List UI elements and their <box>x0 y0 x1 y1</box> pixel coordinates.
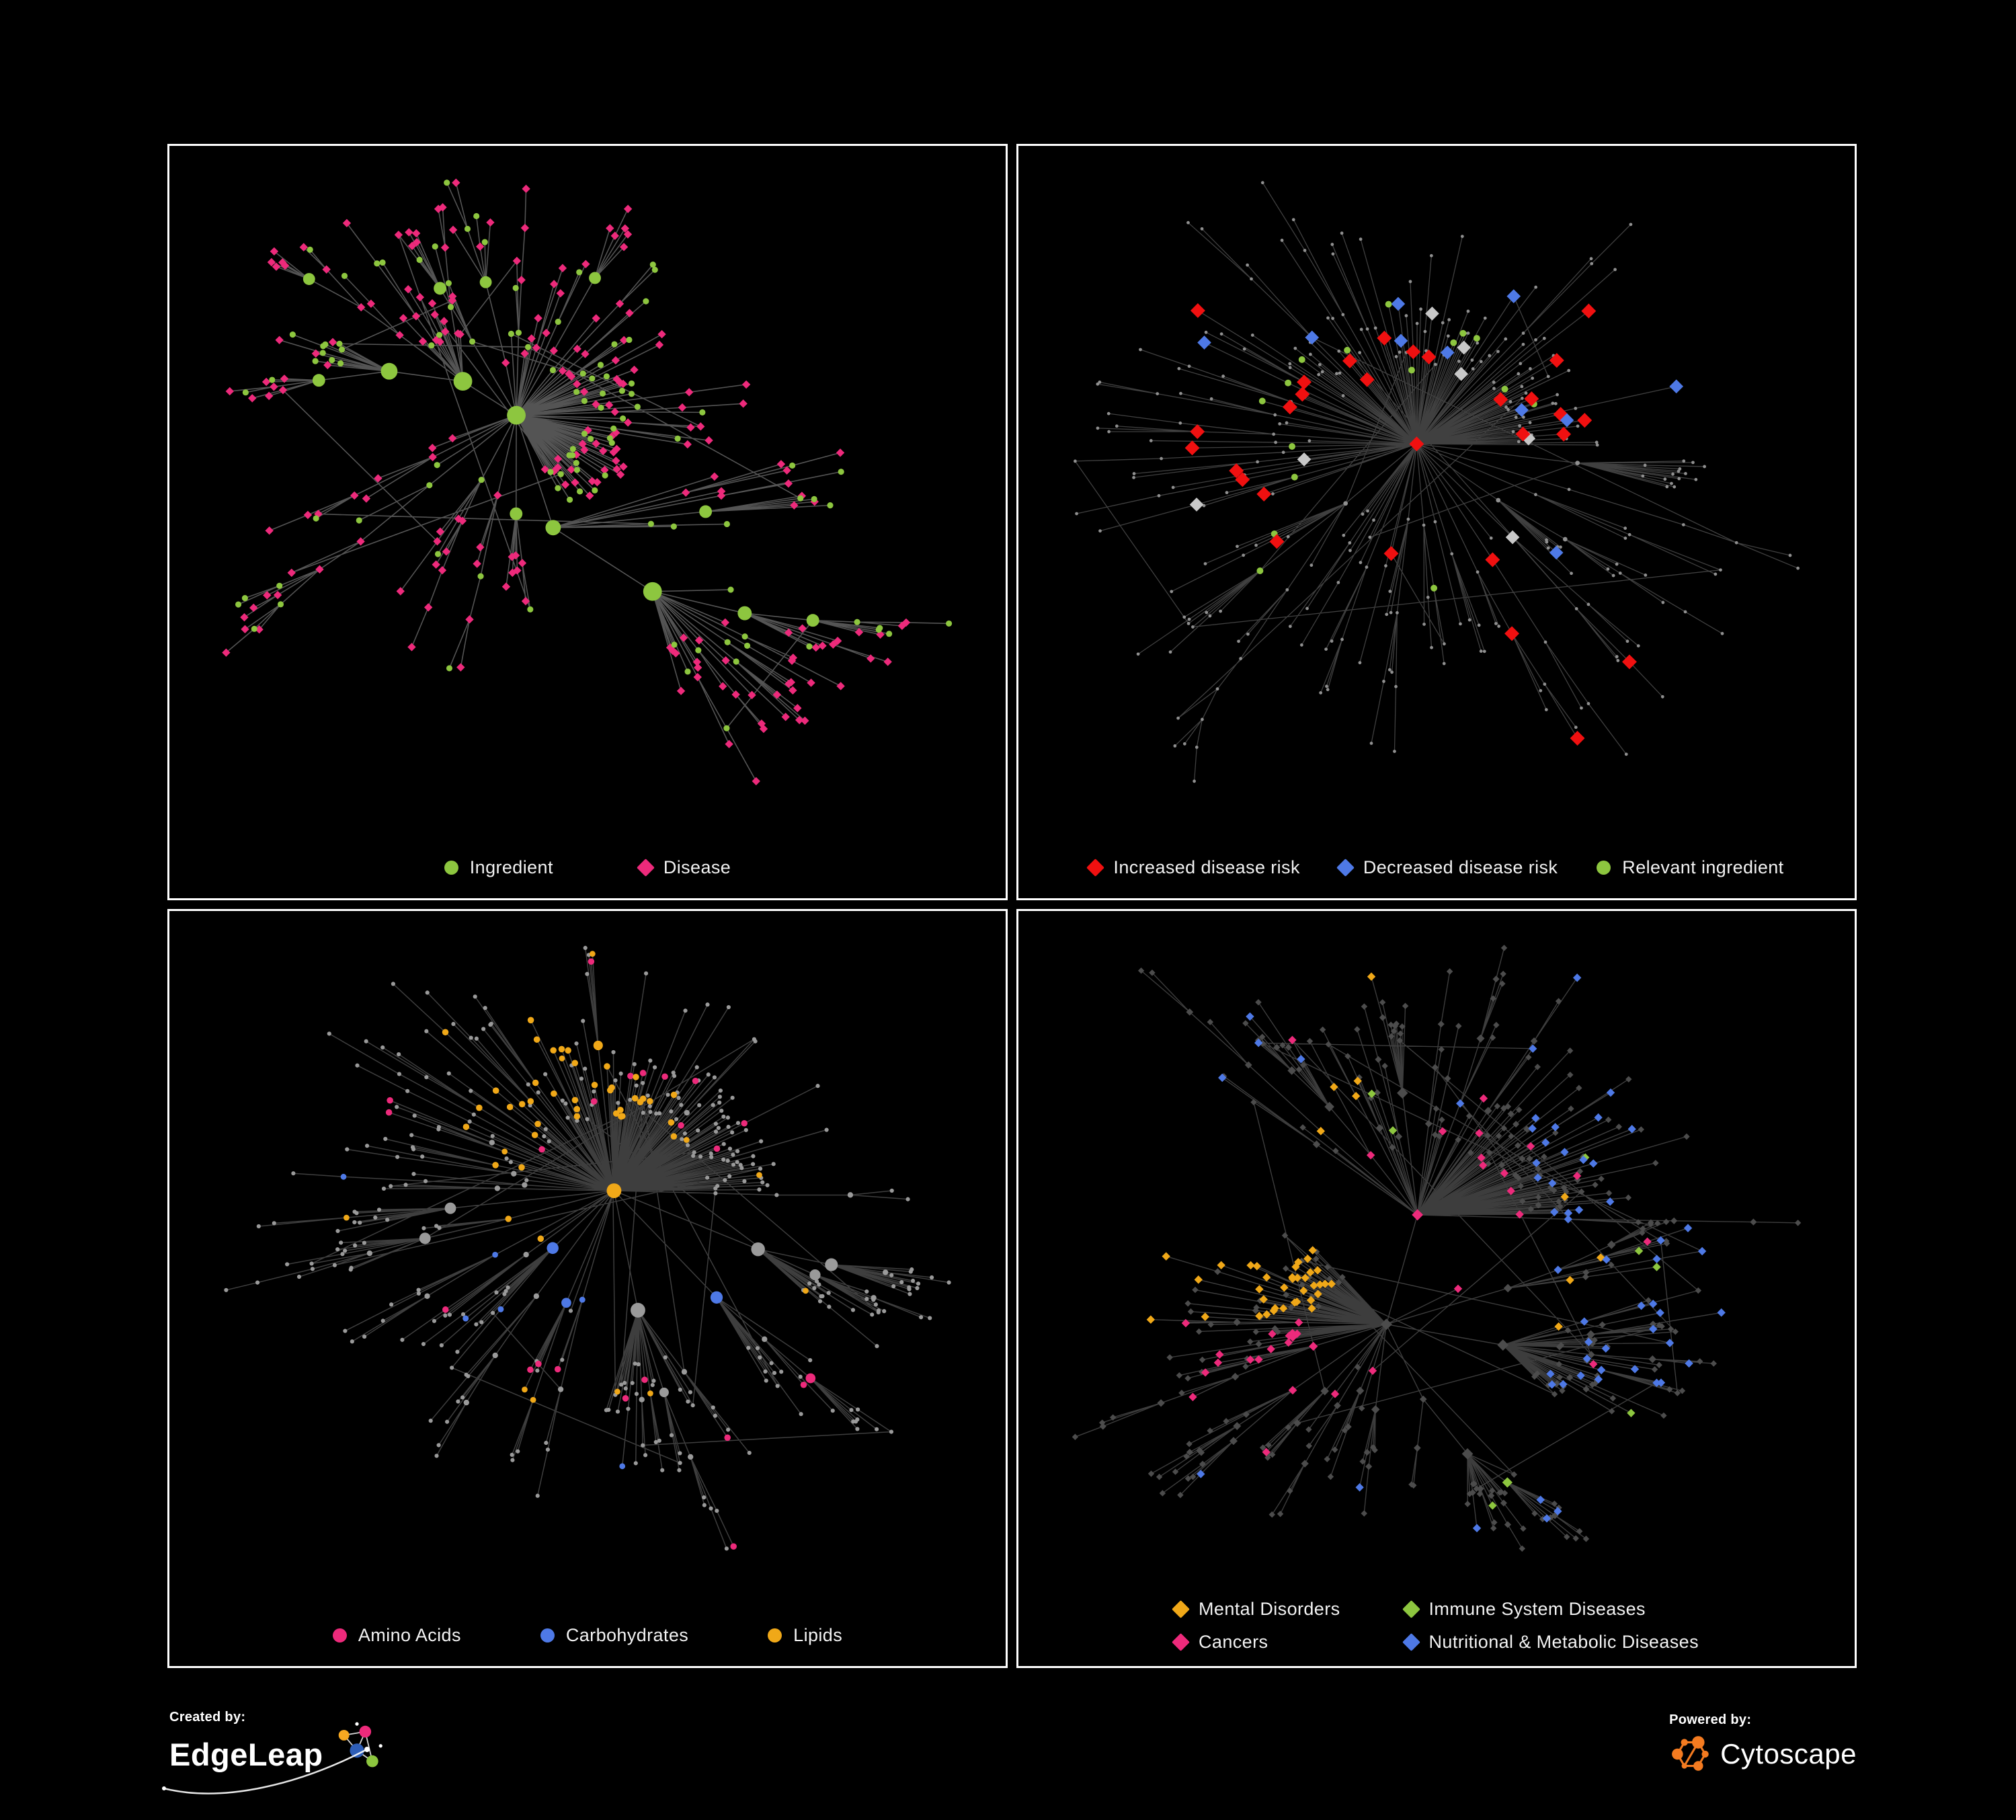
legend-item-increased-risk: Increased disease risk <box>1086 857 1300 878</box>
panel-nutrient-classes: Amino Acids Carbohydrates Lipids <box>167 909 1008 1668</box>
legend-label: Cancers <box>1199 1632 1268 1652</box>
legend-disease-risk: Increased disease risk Decreased disease… <box>1018 857 1855 878</box>
legend-item-carbohydrates: Carbohydrates <box>540 1625 688 1646</box>
legend-label: Increased disease risk <box>1113 857 1300 877</box>
edgeleap-logo: EdgeLeap <box>162 1722 387 1794</box>
panel-ingredient-disease: Ingredient Disease <box>167 144 1008 900</box>
legend-label: Immune System Diseases <box>1428 1599 1646 1619</box>
legend-label: Mental Disorders <box>1199 1599 1340 1619</box>
cytoscape-network-icon <box>1672 1736 1709 1771</box>
legend-item-mental-disorders: Mental Disorders <box>1172 1599 1340 1620</box>
edgeleap-credit: Created by: EdgeLeap <box>162 1710 387 1794</box>
legend-label: Carbohydrates <box>565 1625 689 1645</box>
edgeleap-network-icon <box>338 1722 382 1768</box>
footer: Created by: EdgeLeap <box>0 1668 2016 1820</box>
cytoscape-logo: Cytoscape <box>1669 1732 1857 1776</box>
legend-label: Nutritional & Metabolic Diseases <box>1428 1632 1699 1652</box>
legend-item-decreased-risk: Decreased disease risk <box>1336 857 1558 878</box>
legend-item-immune-diseases: Immune System Diseases <box>1402 1599 1646 1620</box>
disease-diamond-icon <box>636 859 655 877</box>
network-graph-disease-classes <box>1072 945 1802 1552</box>
created-by-label: Created by: <box>169 1710 246 1725</box>
panel-disease-risk: Increased disease risk Decreased disease… <box>1016 144 1857 900</box>
network-graph-ingredient-disease <box>222 178 953 786</box>
increased-risk-diamond-icon <box>1086 859 1105 877</box>
legend-label: Lipids <box>793 1625 843 1645</box>
legend-item-relevant-ingredient: Relevant ingredient <box>1597 857 1783 878</box>
relevant-ingredient-circle-icon <box>1597 861 1611 875</box>
panel-disease-classes: Mental Disorders Immune System Diseases … <box>1016 909 1857 1668</box>
legend-label: Ingredient <box>469 857 553 877</box>
nutritional-metabolic-diamond-icon <box>1402 1633 1420 1651</box>
legend-label: Disease <box>663 857 731 877</box>
cancers-diamond-icon <box>1172 1633 1190 1651</box>
legend-item-lipids: Lipids <box>768 1625 842 1646</box>
cytoscape-credit: Powered by: Cytoscape <box>1669 1712 1857 1776</box>
legend-label: Amino Acids <box>358 1625 461 1645</box>
legend-disease-classes: Mental Disorders Immune System Diseases … <box>1018 1599 1855 1653</box>
edgeleap-wordmark: EdgeLeap <box>169 1736 323 1772</box>
powered-by-label: Powered by: <box>1669 1712 1752 1727</box>
legend-nutrient-classes: Amino Acids Carbohydrates Lipids <box>169 1625 1006 1646</box>
network-graph-disease-risk <box>1074 181 1800 783</box>
immune-diseases-diamond-icon <box>1402 1600 1420 1618</box>
decreased-risk-diamond-icon <box>1336 859 1355 877</box>
legend-item-cancers: Cancers <box>1172 1632 1268 1653</box>
network-graph-nutrient-classes <box>224 945 951 1551</box>
ingredient-circle-icon <box>444 861 458 875</box>
mental-disorders-diamond-icon <box>1172 1600 1190 1618</box>
panel-grid: Ingredient Disease Increased disease ris… <box>167 144 1857 1668</box>
carbohydrates-circle-icon <box>540 1628 555 1643</box>
legend-item-disease: Disease <box>636 857 731 878</box>
legend-item-ingredient: Ingredient <box>444 857 553 878</box>
legend-label: Decreased disease risk <box>1363 857 1558 877</box>
legend-label: Relevant ingredient <box>1622 857 1784 877</box>
legend-item-amino-acids: Amino Acids <box>332 1625 461 1646</box>
cytoscape-wordmark: Cytoscape <box>1720 1738 1857 1770</box>
legend-item-nutritional-metabolic: Nutritional & Metabolic Diseases <box>1402 1632 1699 1653</box>
lipids-circle-icon <box>768 1628 782 1643</box>
amino-acids-circle-icon <box>332 1628 347 1643</box>
legend-ingredient-disease: Ingredient Disease <box>169 857 1006 878</box>
